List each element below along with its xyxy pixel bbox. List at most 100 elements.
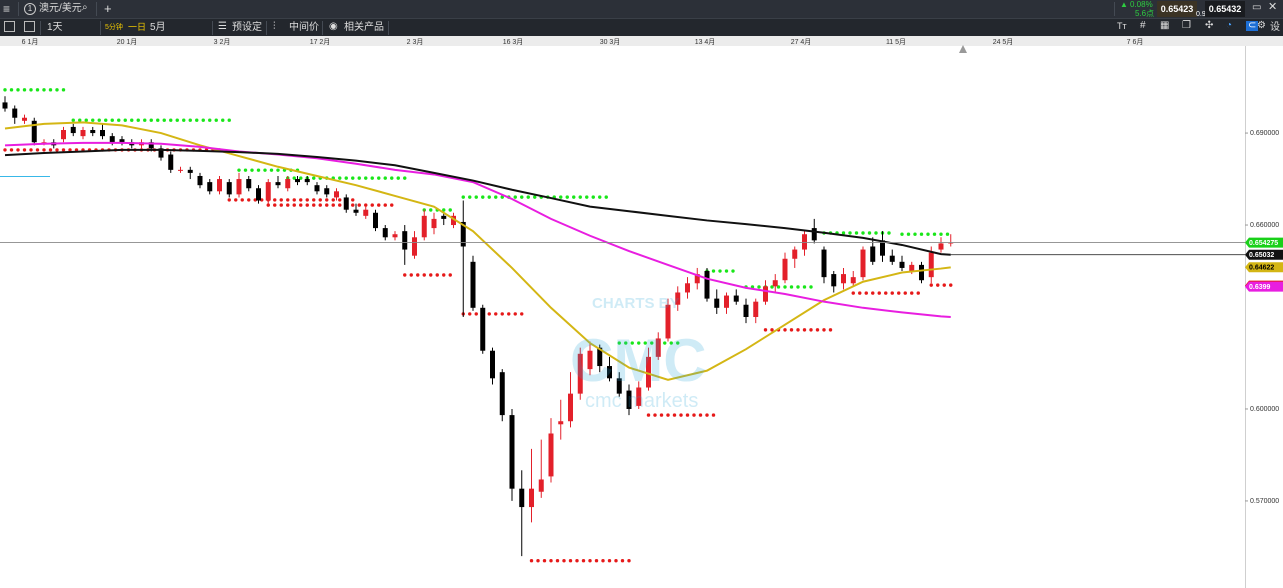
layout-icon[interactable]	[4, 21, 15, 32]
text-tool[interactable]: Tт	[1117, 21, 1127, 31]
resistance-dot	[468, 195, 472, 199]
date-label: 6 1月	[22, 38, 39, 46]
support-dot	[601, 559, 605, 563]
candle-body	[392, 234, 398, 238]
resistance-dot	[669, 341, 673, 345]
resistance-dot	[195, 118, 199, 122]
support-dot	[942, 283, 946, 287]
support-dot	[851, 291, 855, 295]
add-tab[interactable]: +	[104, 1, 112, 16]
ask-price[interactable]: 0.65432	[1205, 1, 1245, 17]
close-icon[interactable]: ✕	[1268, 1, 1278, 13]
draw-tool[interactable]: ▦	[1160, 20, 1170, 31]
resistance-dot	[500, 195, 504, 199]
resistance-dot	[591, 195, 595, 199]
candle-body	[802, 234, 807, 250]
interval-option[interactable]: 一日	[128, 22, 147, 32]
support-dot	[858, 291, 862, 295]
related-button[interactable]: 相关产品	[344, 22, 384, 33]
date-label: 11 5月	[886, 38, 906, 46]
candle-body	[685, 283, 690, 293]
resistance-dot	[448, 208, 452, 212]
support-dot	[468, 312, 472, 316]
resistance-dot	[136, 118, 140, 122]
resistance-dot	[16, 88, 20, 92]
bid-price[interactable]: 0.65423	[1157, 1, 1197, 17]
date-label: 20 1月	[117, 38, 138, 46]
resistance-dot	[292, 176, 296, 180]
date-axis	[0, 36, 1283, 46]
support-dot	[789, 328, 794, 332]
candle-body	[256, 188, 261, 201]
candle-body	[480, 307, 486, 351]
support-dot	[370, 203, 374, 207]
scroll-marker[interactable]	[959, 45, 967, 53]
candle-body	[412, 237, 417, 256]
support-dot	[507, 312, 511, 316]
resistance-dot	[945, 232, 950, 236]
interval-option[interactable]: 5月	[150, 22, 166, 33]
search-icon[interactable]: ⌕	[82, 2, 88, 13]
support-dot	[279, 198, 283, 202]
date-label: 16 3月	[503, 38, 524, 46]
window-icon[interactable]: ▭	[1252, 2, 1262, 13]
resistance-dot	[357, 176, 361, 180]
candle-body	[451, 215, 456, 226]
candle-body	[285, 179, 291, 189]
resistance-dot	[221, 118, 225, 122]
price-tag-label: 0.64622	[1249, 265, 1274, 272]
resistance-dot	[676, 341, 680, 345]
candle-body	[655, 338, 661, 357]
candle-body	[753, 301, 759, 317]
price-tag	[1245, 237, 1283, 248]
y-tick-label: 0.570000	[1250, 498, 1279, 505]
menu-icon[interactable]: ≡	[3, 2, 11, 16]
alert-tool[interactable]: ◔	[1226, 20, 1233, 31]
candle-body	[568, 393, 573, 422]
settings-label[interactable]: 设	[1270, 22, 1280, 33]
watermark: CHARTS BY CMC cmc markets	[570, 295, 707, 412]
link-tool[interactable]: ⊂	[1246, 20, 1259, 31]
resistance-dot	[565, 195, 569, 199]
support-dot	[325, 198, 329, 202]
layout-number[interactable]: 1	[24, 3, 36, 15]
candle-body	[626, 390, 632, 409]
candle-body	[899, 261, 905, 268]
price-tag	[1245, 281, 1283, 292]
resistance-dot	[169, 118, 173, 122]
resistance-dot	[364, 176, 368, 180]
resistance-dot	[370, 176, 374, 180]
resistance-dot	[624, 341, 628, 345]
interval[interactable]: 1天	[47, 22, 63, 33]
support-dot	[614, 559, 618, 563]
resistance-dot	[227, 118, 231, 122]
pin-tool[interactable]: ✣	[1205, 20, 1214, 31]
candle-body	[12, 108, 18, 118]
support-dot	[286, 203, 290, 207]
grid-icon[interactable]	[24, 21, 35, 32]
preset-button[interactable]: 预设定	[232, 22, 262, 33]
support-dot	[877, 291, 881, 295]
watermark-text: CHARTS BY	[592, 295, 680, 312]
support-dot	[809, 328, 813, 332]
candle-body	[919, 264, 924, 281]
resistance-dot	[237, 168, 241, 172]
resistance-dot	[724, 269, 729, 273]
support-dot	[292, 203, 296, 207]
candle-body	[938, 243, 944, 250]
interval-option[interactable]: 5分钟	[105, 24, 123, 31]
candle-body	[509, 415, 515, 489]
resistance-dot	[55, 88, 59, 92]
candle-body	[226, 182, 232, 195]
candle-body	[782, 258, 788, 281]
symbol[interactable]: 澳元/美元	[39, 3, 82, 14]
support-dot	[416, 273, 420, 277]
settings-icon[interactable]: ⚙	[1257, 20, 1266, 31]
crosshair-tool[interactable]: #	[1140, 20, 1146, 31]
resistance-dot	[29, 88, 33, 92]
mid-price-button[interactable]: 中间价	[289, 22, 319, 33]
copy-tool[interactable]: ❐	[1182, 20, 1191, 31]
candle-body	[704, 271, 710, 299]
separator	[388, 21, 389, 35]
candle-body	[675, 292, 681, 305]
